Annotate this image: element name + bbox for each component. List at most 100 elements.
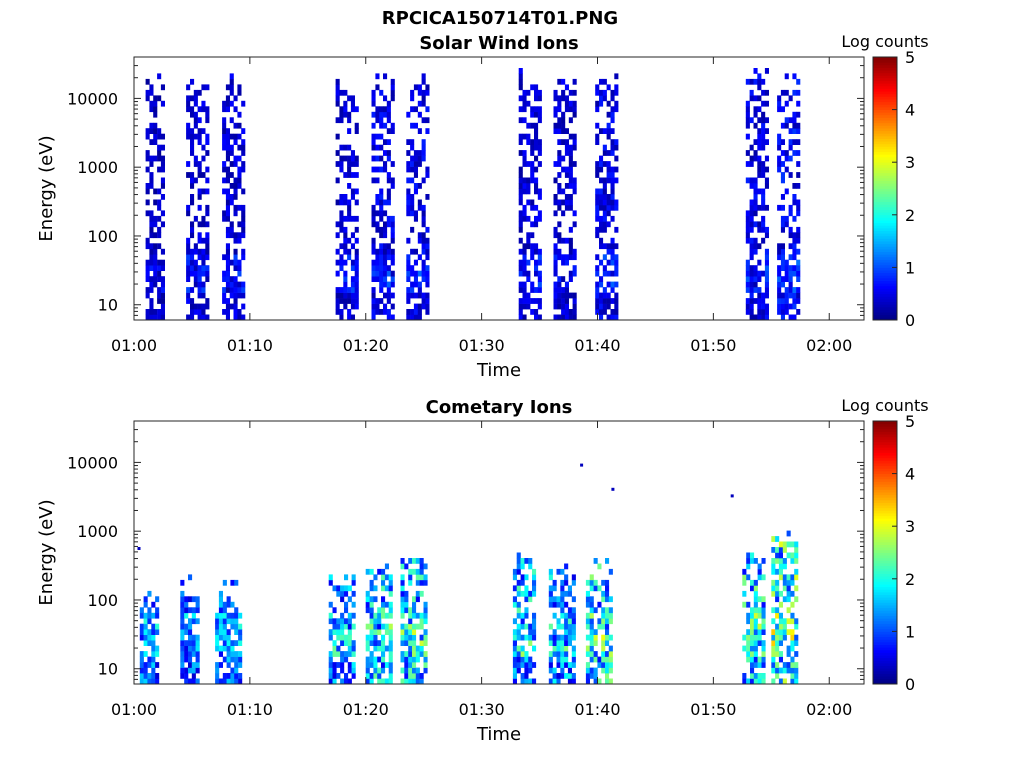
data-cell: [528, 640, 533, 646]
data-cell: [379, 204, 384, 211]
data-cell: [151, 645, 156, 652]
data-cell: [745, 232, 750, 239]
data-cell: [222, 645, 227, 652]
data-cell: [784, 150, 789, 156]
data-cell: [568, 177, 573, 184]
data-cell: [205, 298, 210, 304]
data-cell: [518, 259, 523, 266]
data-cell: [412, 634, 417, 641]
data-cell: [373, 629, 378, 635]
data-cell: [764, 89, 769, 96]
data-cell: [764, 117, 769, 124]
data-cell: [601, 656, 606, 663]
data-cell: [757, 128, 762, 134]
data-cell: [347, 210, 352, 217]
data-cell: [761, 188, 766, 195]
data-cell: [746, 612, 751, 619]
data-cell: [197, 248, 202, 255]
data-cell: [328, 601, 333, 608]
data-cell: [404, 667, 409, 674]
data-cell: [153, 259, 158, 266]
data-cell: [553, 111, 558, 118]
data-cell: [796, 161, 801, 167]
data-cell: [381, 596, 386, 603]
data-cell: [757, 172, 762, 178]
data-cell: [347, 215, 352, 222]
data-cell: [410, 281, 415, 288]
data-cell: [350, 100, 355, 107]
colorbar-step: [873, 277, 897, 281]
data-cell: [347, 678, 352, 685]
data-cell: [780, 172, 785, 178]
data-cell: [369, 612, 374, 619]
data-cell: [518, 248, 523, 255]
data-cell: [775, 640, 780, 646]
data-cell: [149, 254, 154, 261]
data-cell: [522, 183, 527, 189]
colorbar-step: [873, 222, 897, 226]
data-cell: [794, 568, 799, 575]
data-cell: [524, 585, 529, 592]
colorbar-step: [873, 586, 897, 590]
data-cell: [595, 204, 600, 211]
data-cell: [400, 579, 405, 586]
data-cell: [218, 662, 223, 668]
data-cell: [347, 199, 352, 206]
data-cell: [410, 270, 415, 277]
data-cell: [749, 281, 754, 288]
data-cell: [537, 210, 542, 217]
data-cell: [595, 303, 600, 310]
data-cell: [230, 656, 235, 663]
data-cell: [553, 259, 558, 266]
colorbar-step: [873, 541, 897, 546]
data-cell: [764, 139, 769, 145]
data-cell: [186, 259, 191, 266]
data-cell: [186, 237, 191, 244]
data-cell: [157, 259, 162, 266]
data-cell: [225, 128, 230, 134]
data-cell: [771, 656, 776, 663]
x-tick-label: 01:50: [690, 336, 736, 355]
data-cell: [343, 287, 348, 293]
data-cell: [383, 265, 388, 271]
data-cell: [425, 276, 430, 282]
data-cell: [225, 287, 230, 293]
data-cell: [241, 188, 246, 195]
data-cell: [336, 585, 341, 592]
data-cell: [157, 232, 162, 239]
data-cell: [371, 292, 376, 299]
data-cell: [790, 645, 795, 652]
data-cell: [516, 623, 521, 630]
data-cell: [512, 585, 517, 592]
data-cell: [386, 194, 391, 200]
data-cell: [786, 662, 791, 668]
data-cell: [419, 612, 424, 619]
data-cell: [371, 139, 376, 145]
data-cell: [193, 111, 198, 118]
data-cell: [377, 623, 382, 630]
data-cell: [782, 558, 787, 564]
data-cell: [528, 623, 533, 630]
data-cell: [332, 607, 337, 614]
data-cell: [410, 204, 415, 211]
data-cell: [371, 287, 376, 293]
data-cell: [180, 634, 185, 641]
data-cell: [241, 314, 246, 321]
data-cell: [568, 254, 573, 261]
data-cell: [750, 651, 755, 657]
data-cell: [386, 106, 391, 113]
data-cell: [610, 117, 615, 124]
colorbar-step: [873, 256, 897, 260]
data-cell: [788, 281, 793, 288]
data-cell: [788, 314, 793, 321]
data-cell: [572, 309, 577, 315]
data-cell: [413, 314, 418, 321]
colorbar-step: [873, 594, 897, 598]
data-cell: [215, 634, 220, 641]
data-cell: [572, 183, 577, 189]
data-cell: [786, 651, 791, 657]
data-cell: [778, 558, 783, 564]
data-cell: [400, 585, 405, 592]
data-cell: [190, 248, 195, 255]
data-cell: [794, 662, 799, 668]
